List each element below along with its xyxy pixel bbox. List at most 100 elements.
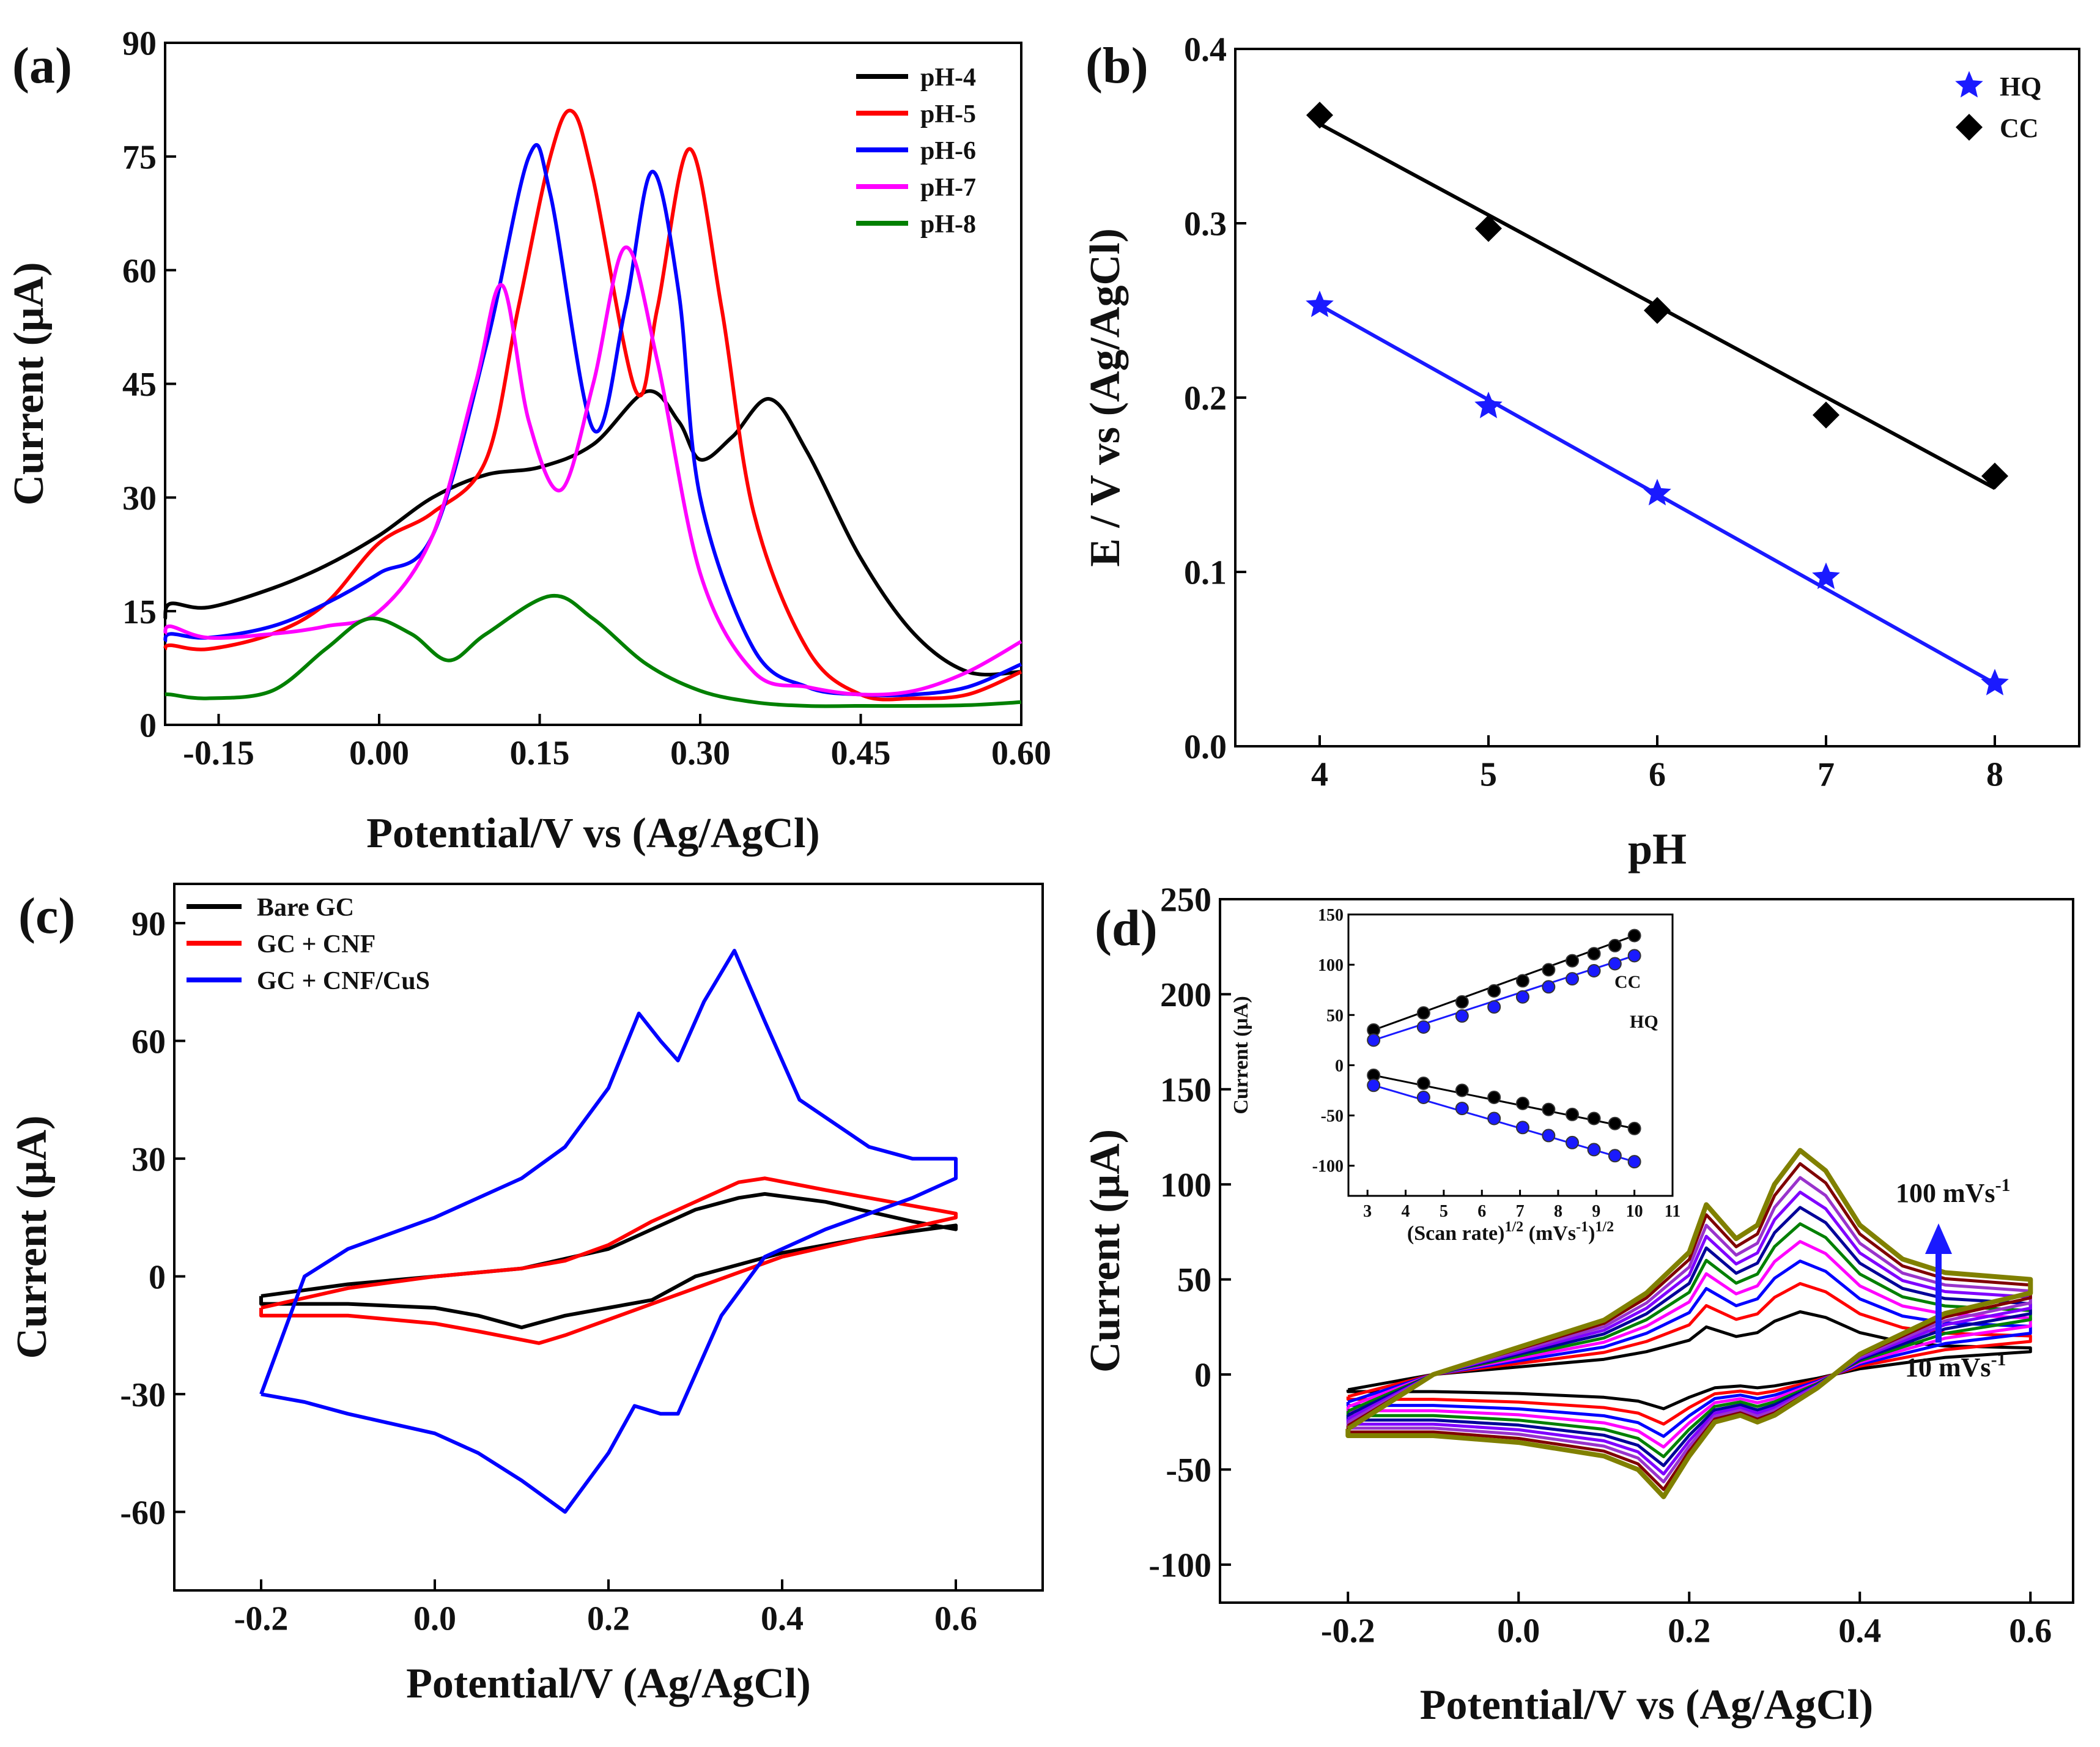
y-tick-label: 250 xyxy=(1160,881,1211,919)
inset-x-unit: (mVs xyxy=(1523,1222,1576,1245)
inset-point-CC anodic xyxy=(1608,938,1622,952)
panel-label: (d) xyxy=(1095,900,1158,957)
inset-x-tick-label: 9 xyxy=(1592,1202,1600,1221)
inset-point-CC cathodic xyxy=(1566,1107,1580,1121)
annotation-superscript: -1 xyxy=(1995,1175,2011,1195)
marker-HQ xyxy=(1474,391,1503,418)
inset-point-HQ anodic xyxy=(1608,957,1622,971)
inset-point-CC anodic xyxy=(1566,954,1580,968)
inset-x-tick-label: 5 xyxy=(1440,1202,1448,1221)
inset-point-CC cathodic xyxy=(1608,1116,1622,1130)
legend-label: GC + CNF/CuS xyxy=(257,967,430,995)
x-tick-label: 0.2 xyxy=(587,1600,630,1638)
inset-x-sup: -1 xyxy=(1576,1219,1588,1235)
x-axis-label: pH xyxy=(1628,825,1687,874)
y-tick-label: -50 xyxy=(1166,1452,1211,1489)
y-tick-label: 0 xyxy=(139,707,157,745)
legend: HQ CC xyxy=(1955,71,2041,143)
inset-label-hq: HQ xyxy=(1630,1012,1658,1032)
x-tick-label: 6 xyxy=(1649,755,1666,793)
marker-HQ xyxy=(1981,669,2009,695)
inset-x-axis-label: (Scan rate)1/2 (mVs-1)1/2 xyxy=(1407,1219,1614,1245)
inset-x-tick-label: 6 xyxy=(1477,1202,1486,1221)
y-tick-label: 60 xyxy=(122,252,157,290)
inset-y-tick-label: -100 xyxy=(1312,1157,1344,1176)
inset-point-HQ anodic xyxy=(1367,1033,1381,1047)
x-tick-label: 8 xyxy=(1986,755,2003,793)
annotation-10-mVs: 10 mVs-1 xyxy=(1905,1349,2006,1382)
inset-background xyxy=(1348,914,1673,1196)
y-tick-label: -60 xyxy=(120,1494,166,1532)
series-pH-5 xyxy=(163,108,1022,702)
x-tick-label: 4 xyxy=(1311,755,1328,793)
inset-point-HQ anodic xyxy=(1566,972,1580,986)
y-tick-label: -30 xyxy=(120,1376,166,1414)
y-tick-label: 200 xyxy=(1160,976,1211,1014)
panel-c: -0.2 0.0 0.2 0.4 0.6 -60 -30 0 30 60 90 (c) Potentia… xyxy=(9,883,1044,1707)
cv-curve-20-mVs xyxy=(1346,1282,2032,1426)
y-tick-label: 60 xyxy=(131,1023,166,1061)
y-tick-label: 90 xyxy=(131,905,166,943)
legend-label: pH-7 xyxy=(920,174,976,202)
annotation-superscript: -1 xyxy=(1991,1349,2006,1370)
inset-point-CC anodic xyxy=(1542,963,1556,977)
y-tick-label: 0.0 xyxy=(1184,729,1227,766)
y-tick-label: 0.4 xyxy=(1184,31,1227,69)
y-axis-label: Current (μA) xyxy=(1082,1129,1129,1373)
inset-point-CC anodic xyxy=(1455,995,1469,1009)
inset-x-sup: 1/2 xyxy=(1595,1219,1614,1235)
legend-label: pH-8 xyxy=(920,210,976,239)
y-tick-label: -100 xyxy=(1148,1546,1211,1584)
arrow-head-icon xyxy=(1925,1223,1952,1254)
panel-label: (b) xyxy=(1085,37,1148,94)
inset-x-sup: 1/2 xyxy=(1504,1219,1523,1235)
inset-frame xyxy=(1347,913,1674,1197)
inset-point-CC cathodic xyxy=(1627,1121,1641,1135)
inset-point-HQ cathodic xyxy=(1515,1121,1529,1135)
inset-point-HQ anodic xyxy=(1627,949,1641,963)
y-axis-label: Current (μA) xyxy=(6,262,53,505)
series-pH-7 xyxy=(163,245,1022,697)
x-tick-label: 0.60 xyxy=(991,734,1051,772)
annotation-100-mVs: 100 mVs-1 xyxy=(1896,1175,2011,1208)
marker-CC xyxy=(1475,215,1502,242)
plot-frame xyxy=(1234,48,2080,747)
panel-b: 4 5 6 7 8 0.0 0.1 0.2 0.3 0.4 (b) pH E / V vs (Ag/Ag… xyxy=(1082,31,2080,874)
x-tick-label: 0.4 xyxy=(1838,1612,1881,1650)
inset-point-HQ anodic xyxy=(1587,964,1601,977)
inset-point-CC cathodic xyxy=(1455,1083,1469,1097)
x-tick-label: 7 xyxy=(1817,755,1835,793)
legend-label: pH-6 xyxy=(920,137,976,165)
inset-point-HQ anodic xyxy=(1416,1020,1430,1034)
inset-y-tick-label: 150 xyxy=(1318,906,1344,925)
x-tick-label: 0.0 xyxy=(413,1600,456,1638)
x-tick-label: -0.15 xyxy=(183,734,254,772)
inset-point-CC cathodic xyxy=(1587,1111,1601,1126)
y-tick-label: 45 xyxy=(122,366,157,404)
cv-curve-10-mVs xyxy=(1346,1310,2032,1411)
x-tick-label: 0.6 xyxy=(2009,1612,2052,1650)
inset-x-tick-label: 7 xyxy=(1516,1202,1525,1221)
marker-CC xyxy=(1981,462,2008,490)
inset-point-CC anodic xyxy=(1627,929,1641,943)
legend-marker xyxy=(1956,114,1983,141)
y-tick-label: 0.2 xyxy=(1184,380,1227,418)
x-tick-label: 0.6 xyxy=(934,1600,977,1638)
x-tick-label: 0.0 xyxy=(1497,1612,1540,1650)
marker-HQ xyxy=(1306,291,1334,317)
inset-point-HQ anodic xyxy=(1455,1009,1469,1023)
series-pH-8 xyxy=(163,593,1022,708)
marker-HQ xyxy=(1643,478,1671,506)
inset-point-HQ cathodic xyxy=(1416,1091,1430,1104)
y-tick-label: 100 xyxy=(1160,1167,1211,1204)
x-axis-label: Potential/V vs (Ag/AgCl) xyxy=(1420,1682,1873,1729)
x-tick-label: 0.15 xyxy=(510,734,570,772)
y-axis-label: Current (μA) xyxy=(9,1115,56,1359)
cv-curve-30-mVs xyxy=(1346,1259,2032,1438)
legend-marker xyxy=(1955,71,1983,98)
y-tick-label: 90 xyxy=(122,25,157,63)
series-GC + CNF/CuS xyxy=(259,949,958,1514)
inset-x-tick-label: 8 xyxy=(1554,1202,1562,1221)
legend: Bare GC GC + CNF GC + CNF/CuS xyxy=(187,894,430,995)
